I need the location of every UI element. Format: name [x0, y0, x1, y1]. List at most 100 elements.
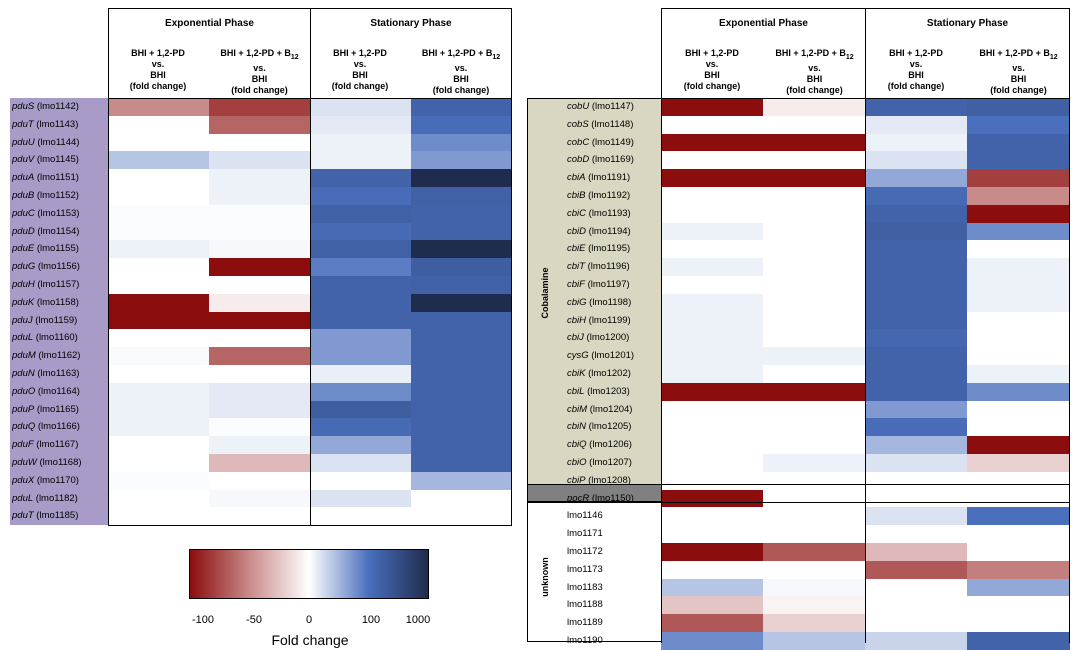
right-cell-r10-c2: [763, 258, 865, 276]
right-cell-r23-c4: [967, 489, 1070, 508]
left-cell-r22-c2: [209, 471, 311, 490]
right-col-header-4: BHI + 1,2-PD + B12 vs. BHI (fold change): [979, 48, 1058, 95]
left-cell-r21-c3: [311, 454, 411, 472]
left-cell-r24-c2: [209, 507, 311, 526]
right-cell-r17-c3: [865, 382, 967, 401]
left-row-label-6: pduB (lmo1152): [12, 190, 79, 201]
left-cell-r24-c1: [108, 507, 209, 526]
right-cell-r24-c1: [661, 507, 763, 526]
right-cell-r10-c3: [865, 258, 967, 276]
right-cell-r14-c1: [661, 329, 763, 348]
right-cell-r26-c1: [661, 543, 763, 561]
right-row-label-13: cbiH (lmo1199): [567, 314, 631, 326]
left-row-label-8: pduD (lmo1154): [12, 225, 80, 237]
left-cell-r4-c4: [411, 151, 512, 170]
left-row-label-7: pduC (lmo1153): [12, 207, 80, 219]
left-cell-r16-c1: [108, 365, 209, 383]
left-heatmap-panel: Exponential Phase Stationary Phase BHI +…: [10, 8, 522, 526]
left-row-label-23: pduL (lmo1182): [12, 492, 78, 504]
right-cell-r10-c1: [661, 258, 763, 276]
left-cell-r2-c3: [311, 115, 411, 134]
left-cell-r12-c2: [209, 293, 311, 312]
left-cell-r17-c2: [209, 382, 311, 401]
right-cell-r12-c3: [865, 293, 967, 312]
left-cell-r9-c3: [311, 240, 411, 259]
left-cell-r6-c4: [411, 187, 512, 205]
left-cell-r11-c3: [311, 276, 411, 294]
right-cell-r4-c2: [763, 151, 865, 170]
right-cell-r16-c4: [967, 365, 1070, 383]
left-cell-r13-c4: [411, 311, 512, 330]
left-cell-r9-c1: [108, 240, 209, 259]
left-cell-r5-c2: [209, 169, 311, 187]
right-cell-r22-c2: [763, 471, 865, 490]
left-cell-r3-c1: [108, 133, 209, 152]
left-cell-r21-c2: [209, 454, 311, 472]
right-cell-r31-c3: [865, 632, 967, 650]
right-row-label-28: lmo1183: [567, 581, 603, 593]
left-cell-r11-c4: [411, 276, 512, 294]
left-cell-r13-c2: [209, 311, 311, 330]
left-cell-r7-c4: [411, 204, 512, 223]
left-cell-r8-c3: [311, 222, 411, 241]
right-cell-r16-c2: [763, 365, 865, 383]
left-cell-r23-c3: [311, 489, 411, 508]
left-cell-r20-c4: [411, 436, 512, 454]
unknown-group-label: unknown: [540, 557, 550, 597]
right-cell-r1-c2: [763, 98, 865, 116]
right-row-label-25: lmo1171: [567, 528, 603, 540]
left-cell-r24-c4: [411, 507, 512, 526]
right-cell-r31-c2: [763, 632, 865, 650]
left-cell-r24-c3: [311, 507, 411, 526]
right-row-label-14: cbiJ (lmo1200): [567, 332, 630, 344]
right-cell-r6-c4: [967, 187, 1070, 205]
right-cell-r29-c2: [763, 596, 865, 615]
right-row-label-4: cobD (lmo1169): [567, 154, 634, 166]
right-cell-r1-c4: [967, 98, 1070, 116]
right-cell-r6-c3: [865, 187, 967, 205]
left-cell-r10-c1: [108, 258, 209, 276]
right-row-label-8: cbiD (lmo1194): [567, 225, 631, 237]
left-cell-r7-c2: [209, 204, 311, 223]
right-row-label-15: cysG (lmo1201): [567, 350, 635, 362]
left-cell-r14-c4: [411, 329, 512, 348]
left-cell-r8-c1: [108, 222, 209, 241]
left-row-label-22: pduX (lmo1170): [12, 474, 79, 486]
right-row-label-24: lmo1146: [567, 510, 603, 522]
right-row-label-3: cobC (lmo1149): [567, 136, 634, 148]
left-cell-r2-c2: [209, 115, 311, 134]
left-row-label-1: pduS (lmo1142): [12, 101, 79, 112]
right-row-label-7: cbiC (lmo1193): [567, 207, 631, 219]
left-cell-r22-c4: [411, 471, 512, 490]
left-cell-r5-c1: [108, 169, 209, 187]
colorbar-tick-2: -50: [246, 614, 262, 626]
right-cell-r12-c1: [661, 293, 763, 312]
right-cell-r20-c3: [865, 436, 967, 454]
left-cell-r14-c2: [209, 329, 311, 348]
right-cell-r4-c3: [865, 151, 967, 170]
right-cell-r21-c1: [661, 454, 763, 472]
right-cell-r22-c1: [661, 471, 763, 490]
left-cell-r17-c3: [311, 382, 411, 401]
colorbar-tick-4: 100: [361, 614, 381, 626]
right-heatmap-grid: [661, 98, 1070, 650]
right-cell-r2-c1: [661, 115, 763, 134]
left-phase-divider: [310, 98, 311, 526]
right-row-label-11: cbiF (lmo1197): [567, 279, 630, 290]
left-cell-r16-c3: [311, 365, 411, 383]
right-cell-r8-c3: [865, 222, 967, 241]
left-cell-r14-c1: [108, 329, 209, 348]
left-cell-r18-c4: [411, 400, 512, 419]
left-row-label-20: pduF (lmo1167): [12, 439, 79, 451]
right-row-label-5: cbiA (lmo1191): [567, 172, 631, 184]
right-cell-r19-c3: [865, 418, 967, 437]
left-cell-r22-c1: [108, 471, 209, 490]
right-cell-r9-c3: [865, 240, 967, 259]
right-cell-r15-c1: [661, 347, 763, 365]
right-cell-r14-c3: [865, 329, 967, 348]
right-cell-r19-c2: [763, 418, 865, 437]
colorbar-label: Fold change: [271, 632, 349, 648]
right-cell-r3-c4: [967, 133, 1070, 152]
right-row-label-26: lmo1172: [567, 546, 603, 557]
right-row-label-21: cbiO (lmo1207): [567, 457, 632, 468]
